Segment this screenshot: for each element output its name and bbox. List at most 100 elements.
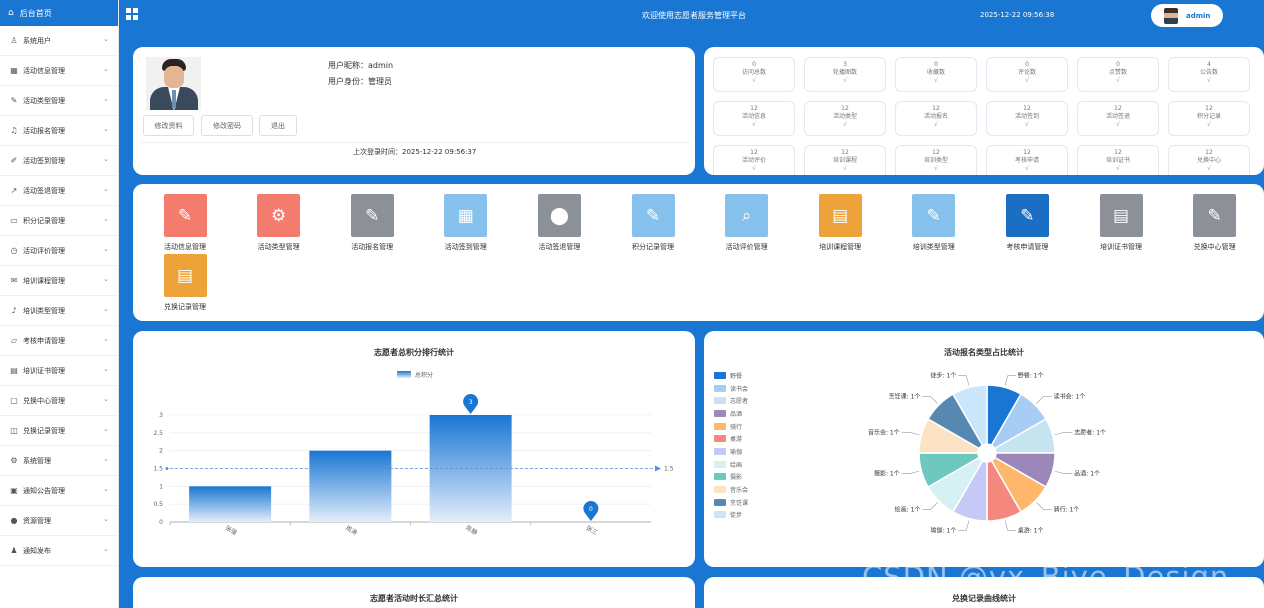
sidebar-item-label: 积分记录管理 xyxy=(23,216,65,225)
sidebar-item[interactable]: ▢ 兑换中心管理 ⌄ xyxy=(0,386,118,416)
sidebar-item[interactable]: ♙ 系统用户 ⌄ xyxy=(0,26,118,56)
gear-icon: ⚙ xyxy=(10,456,18,465)
user-menu[interactable]: admin xyxy=(1151,4,1223,27)
edit-square-icon: ✐ xyxy=(10,156,18,165)
stat-value: 4 xyxy=(1207,61,1211,68)
sidebar-item[interactable]: ✉ 培训课程管理 ⌄ xyxy=(0,266,118,296)
change-password-button[interactable]: 修改密码 xyxy=(201,115,253,136)
stat-tile[interactable]: 12 培训课程 √ xyxy=(804,145,886,175)
stat-check: √ xyxy=(934,121,938,128)
module-shortcut[interactable]: ▤ 培训证书管理 xyxy=(1079,194,1163,252)
sidebar-item[interactable]: ▦ 活动信息管理 ⌄ xyxy=(0,56,118,86)
stat-tile[interactable]: 0 访问总数 √ xyxy=(713,57,795,92)
sidebar-item[interactable]: ▤ 培训证书管理 ⌄ xyxy=(0,356,118,386)
legend-item[interactable]: 徒步 xyxy=(714,509,748,522)
legend-item[interactable]: 摄影 xyxy=(714,471,748,484)
sidebar-item[interactable]: ♟ 通知发布 ⌄ xyxy=(0,536,118,566)
module-shortcut[interactable]: ▤ 兑换记录管理 xyxy=(143,254,227,312)
sidebar-item[interactable]: ✎ 活动类型管理 ⌄ xyxy=(0,86,118,116)
legend-item[interactable]: 桌游 xyxy=(714,432,748,445)
legend-item[interactable]: 读书会 xyxy=(714,382,748,395)
pie-slice[interactable] xyxy=(951,384,988,447)
points-ranking-chart: 志愿者总积分排行统计 总积分 0 0.5 1 1.5 2 2.5 3 张强 周涛 陈静 张三 1.5 3 0 xyxy=(133,331,695,567)
stat-check: √ xyxy=(1207,77,1211,84)
sidebar-item[interactable]: ✐ 活动签到管理 ⌄ xyxy=(0,146,118,176)
module-shortcut[interactable]: ⌕ 活动评价管理 xyxy=(705,194,789,252)
module-shortcut[interactable]: ⚙ 活动类型管理 xyxy=(237,194,321,252)
legend-item[interactable]: 瑜伽 xyxy=(714,445,748,458)
stat-tile[interactable]: 12 活动签退 √ xyxy=(1077,101,1159,136)
sidebar-item[interactable]: ♫ 活动报名管理 ⌄ xyxy=(0,116,118,146)
legend-item[interactable]: 志愿者 xyxy=(714,394,748,407)
sidebar-item-label: 培训类型管理 xyxy=(23,306,65,315)
stat-tile[interactable]: 12 活动签到 √ xyxy=(986,101,1068,136)
stat-check: √ xyxy=(934,165,938,172)
module-shortcut[interactable]: ✎ 活动报名管理 xyxy=(330,194,414,252)
bar[interactable] xyxy=(309,450,392,522)
sidebar-item[interactable]: ⚙ 系统管理 ⌄ xyxy=(0,446,118,476)
stat-tile[interactable]: 12 积分记录 √ xyxy=(1168,101,1250,136)
current-time: 2025-12-22 09:56:38 xyxy=(980,11,1055,19)
person-icon: ♟ xyxy=(10,546,18,555)
pen-icon: ✎ xyxy=(1193,194,1237,237)
logout-button[interactable]: 退出 xyxy=(259,115,297,136)
stat-tile[interactable]: 0 评论数 √ xyxy=(986,57,1068,92)
stat-tile[interactable]: 12 培训类型 √ xyxy=(895,145,977,175)
module-shortcut[interactable]: ✎ 积分记录管理 xyxy=(611,194,695,252)
stat-tile[interactable]: 12 活动报名 √ xyxy=(895,101,977,136)
x-tick-label: 张强 xyxy=(224,524,238,537)
pen-icon: ✎ xyxy=(1005,194,1049,237)
sidebar-home[interactable]: ⌂ 后台首页 xyxy=(0,0,118,26)
slice-label: 徒步: 1个 xyxy=(931,372,957,380)
sidebar-item[interactable]: ▭ 积分记录管理 ⌄ xyxy=(0,206,118,236)
nickname: 用户昵称：admin xyxy=(328,61,394,70)
sidebar-item[interactable]: ▱ 考核申请管理 ⌄ xyxy=(0,326,118,356)
stat-tile[interactable]: 0 收藏数 √ xyxy=(895,57,977,92)
message-icon: ▢ xyxy=(10,396,18,405)
stat-tile[interactable]: 12 活动评价 √ xyxy=(713,145,795,175)
stat-tile[interactable]: 0 点赞数 √ xyxy=(1077,57,1159,92)
stat-tile[interactable]: 12 培训证书 √ xyxy=(1077,145,1159,175)
module-shortcut[interactable]: ▤ 培训课程管理 xyxy=(798,194,882,252)
module-shortcut[interactable]: ▦ 活动签到管理 xyxy=(424,194,508,252)
y-tick-label: 2 xyxy=(159,448,163,455)
module-shortcut[interactable]: ✎ 活动信息管理 xyxy=(143,194,227,252)
edit-profile-button[interactable]: 修改资料 xyxy=(143,115,194,136)
grid-icon: ▦ xyxy=(444,194,488,237)
stat-tile[interactable]: 12 活动类型 √ xyxy=(804,101,886,136)
legend-item[interactable]: 音乐会 xyxy=(714,483,748,496)
slice-label: 骑行: 1个 xyxy=(1054,506,1080,514)
bar[interactable] xyxy=(189,486,272,522)
module-shortcut[interactable]: ✎ 考核申请管理 xyxy=(985,194,1069,252)
slice-label: 瑜伽: 1个 xyxy=(931,526,957,534)
slice-label: 烹饪课: 1个 xyxy=(889,392,921,400)
sidebar-item-label: 活动签退管理 xyxy=(23,186,65,195)
sidebar-item[interactable]: ↗ 活动签退管理 ⌄ xyxy=(0,176,118,206)
sidebar-item[interactable]: ♪ 培训类型管理 ⌄ xyxy=(0,296,118,326)
stat-tile[interactable]: 12 活动信息 √ xyxy=(713,101,795,136)
chevron-down-icon: ⌄ xyxy=(103,155,109,163)
module-shortcut[interactable]: ✎ 培训类型管理 xyxy=(892,194,976,252)
sidebar-item[interactable]: ◫ 兑换记录管理 ⌄ xyxy=(0,416,118,446)
stat-tile[interactable]: 12 兑换中心 √ xyxy=(1168,145,1250,175)
legend-item[interactable]: 绘画 xyxy=(714,458,748,471)
sidebar: ⌂ 后台首页 ♙ 系统用户 ⌄ ▦ 活动信息管理 ⌄ ✎ 活动类型管理 ⌄ ♫ 活动报名管理 ⌄ ✐ 活动… xyxy=(0,0,119,608)
legend-item[interactable]: 烹饪课 xyxy=(714,496,748,509)
module-shortcut[interactable]: ✎ 兑换中心管理 xyxy=(1173,194,1257,252)
legend-swatch xyxy=(714,397,726,405)
sidebar-item[interactable]: ◷ 活动评价管理 ⌄ xyxy=(0,236,118,266)
stat-tile[interactable]: 3 轮播图数 √ xyxy=(804,57,886,92)
sidebar-item[interactable]: ● 资源管理 ⌄ xyxy=(0,506,118,536)
bar-chart: 总积分 0 0.5 1 1.5 2 2.5 3 张强 周涛 陈静 张三 1.5 3 0 xyxy=(153,371,674,537)
stat-tile[interactable]: 4 公告数 √ xyxy=(1168,57,1250,92)
chevron-down-icon: ⌄ xyxy=(103,185,109,193)
legend-item[interactable]: 野餐 xyxy=(714,369,748,382)
calendar-icon: ▣ xyxy=(10,486,18,495)
stat-value: 12 xyxy=(841,105,849,112)
menu-toggle-icon[interactable] xyxy=(126,8,138,20)
module-shortcut[interactable]: ⬤ 活动签退管理 xyxy=(517,194,601,252)
legend-item[interactable]: 品酒 xyxy=(714,407,748,420)
sidebar-item[interactable]: ▣ 通知公告管理 ⌄ xyxy=(0,476,118,506)
legend-item[interactable]: 骑行 xyxy=(714,420,748,433)
stat-tile[interactable]: 12 考核申请 √ xyxy=(986,145,1068,175)
